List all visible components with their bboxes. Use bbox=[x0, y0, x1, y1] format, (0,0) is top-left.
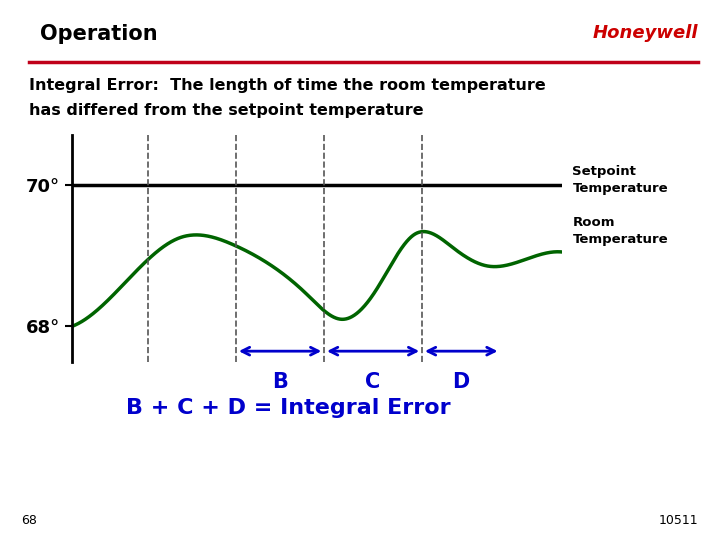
Text: has differed from the setpoint temperature: has differed from the setpoint temperatu… bbox=[29, 103, 423, 118]
Text: Integral Error:  The length of time the room temperature: Integral Error: The length of time the r… bbox=[29, 78, 546, 93]
Text: Setpoint
Temperature: Setpoint Temperature bbox=[572, 165, 668, 195]
Text: 68: 68 bbox=[22, 514, 37, 526]
Text: 10511: 10511 bbox=[659, 514, 698, 526]
Text: B + C + D = Integral Error: B + C + D = Integral Error bbox=[126, 397, 450, 418]
Text: B: B bbox=[272, 373, 288, 393]
Text: Honeywell: Honeywell bbox=[593, 24, 698, 42]
Text: Room
Temperature: Room Temperature bbox=[572, 216, 668, 246]
Text: D: D bbox=[453, 373, 470, 393]
Text: C: C bbox=[366, 373, 381, 393]
Text: Operation: Operation bbox=[40, 24, 157, 44]
